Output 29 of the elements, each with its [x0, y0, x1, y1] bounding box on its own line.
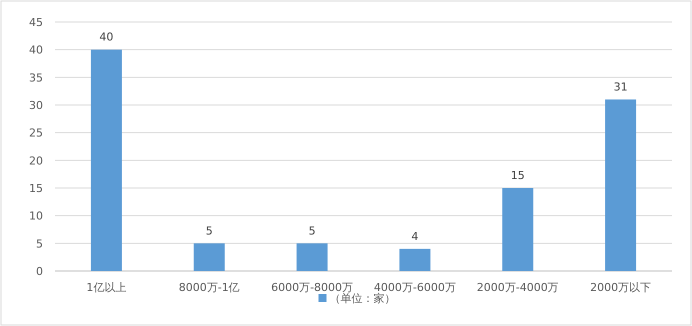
data-label: 31 — [614, 80, 628, 94]
bar — [90, 50, 122, 271]
x-tick-label: 4000万-6000万 — [374, 281, 456, 294]
bar — [296, 243, 328, 271]
bar — [502, 188, 534, 271]
y-tick-label: 40 — [29, 44, 43, 57]
bar — [194, 243, 225, 271]
y-tick-label: 5 — [36, 237, 43, 250]
legend-label: （单位：家） — [330, 292, 396, 305]
y-tick-label: 25 — [29, 126, 43, 140]
data-label: 4 — [411, 230, 418, 243]
y-tick-label: 45 — [29, 16, 43, 29]
x-tick-label: 6000万-8000万 — [271, 281, 354, 294]
y-tick-label: 30 — [29, 99, 43, 112]
bar — [605, 99, 636, 271]
y-tick-label: 10 — [29, 210, 43, 223]
data-label: 5 — [308, 224, 316, 238]
bar — [399, 248, 430, 271]
data-label: 15 — [510, 169, 525, 182]
x-tick-label: 1亿以上 — [86, 281, 126, 294]
y-tick-label: 20 — [29, 154, 43, 168]
y-tick-label: 35 — [29, 71, 43, 84]
x-tick-label: 2000万以下 — [590, 281, 652, 294]
x-tick-label: 8000万-1亿 — [178, 281, 240, 294]
x-tick-label: 2000万-4000万 — [476, 281, 559, 294]
data-label: 40 — [99, 30, 114, 44]
y-tick-label: 15 — [29, 182, 43, 195]
y-tick-label: 0 — [36, 265, 43, 278]
data-label: 5 — [206, 224, 213, 238]
